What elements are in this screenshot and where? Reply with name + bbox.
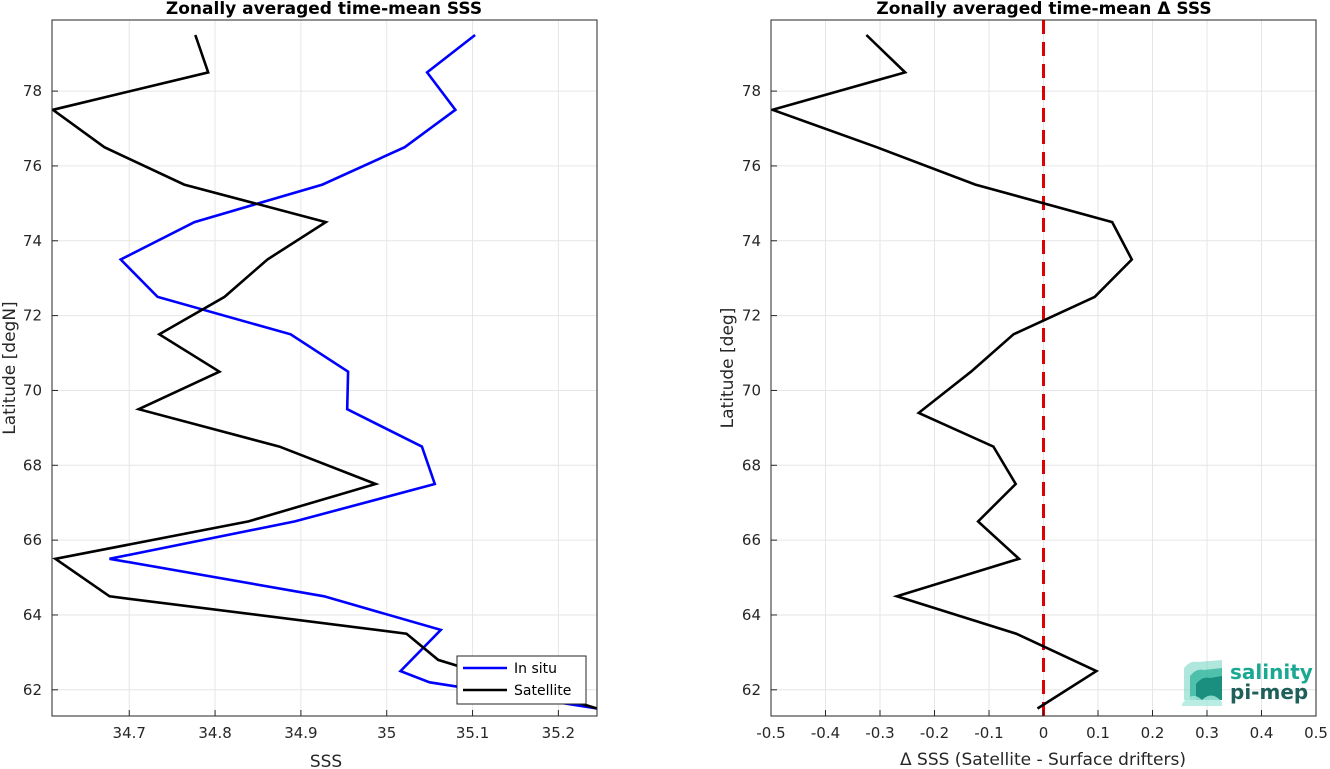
x-tick-label: -0.5: [756, 724, 785, 742]
legend-box: [456, 655, 587, 705]
x-tick-label: 35: [377, 724, 396, 742]
x-tick-label: 0.2: [1141, 724, 1165, 742]
x-tick-label: 0.1: [1086, 724, 1110, 742]
y-tick-label: 74: [742, 232, 761, 250]
left-axes-box: [51, 19, 598, 717]
waves-icon: [1182, 660, 1222, 706]
x-tick-label: 35.1: [456, 724, 489, 742]
left-y-axis-label: Latitude [degN]: [0, 301, 20, 434]
delta-sss-line: [771, 34, 1134, 710]
x-tick-label: 0.5: [1304, 724, 1328, 742]
right-chart-title: Zonally averaged time-mean Δ SSS: [876, 0, 1211, 19]
logo-text-salinity: salinity: [1230, 660, 1313, 684]
x-tick-label: -0.2: [920, 724, 949, 742]
y-tick-label: 76: [23, 157, 42, 175]
logo-text-pi-mep: pi-mep: [1230, 680, 1308, 704]
right-x-axis-label: Δ SSS (Satellite - Surface drifters): [900, 750, 1186, 769]
left-plot-area: [52, 20, 597, 716]
right-chart-panel: -0.5 -0.4 -0.3 -0.2 -0.1 0 0.1 0.2 0.3 0.4 0.5 62 64…: [718, 0, 1328, 769]
left-series-group: [52, 33, 597, 710]
x-tick-label: -0.1: [974, 724, 1003, 742]
y-tick-label: 72: [742, 307, 761, 325]
right-tick-labels: -0.5 -0.4 -0.3 -0.2 -0.1 0 0.1 0.2 0.3 0.4 0.5 62 64…: [742, 82, 1328, 742]
satellite-line: [52, 34, 597, 710]
y-tick-label: 68: [742, 456, 761, 474]
x-tick-label: 34.7: [113, 724, 146, 742]
y-tick-label: 70: [23, 381, 42, 399]
x-tick-label: 35.2: [542, 724, 575, 742]
right-series-group: [771, 34, 1134, 710]
y-tick-label: 62: [23, 681, 42, 699]
left-x-axis-label: SSS: [310, 752, 342, 769]
y-tick-label: 70: [742, 381, 761, 399]
x-tick-label: 0.4: [1250, 724, 1274, 742]
left-chart-title: Zonally averaged time-mean SSS: [166, 0, 482, 19]
y-tick-label: 78: [742, 82, 761, 100]
x-tick-label: -0.4: [811, 724, 840, 742]
y-tick-label: 64: [742, 606, 761, 624]
y-tick-label: 68: [23, 456, 42, 474]
in-situ-line: [109, 33, 597, 710]
y-tick-label: 78: [23, 82, 42, 100]
left-tick-labels: 34.7 34.8 34.9 35 35.1 35.2 62 64 66 68 70 72 74 76 78: [23, 82, 575, 742]
y-tick-label: 66: [742, 531, 761, 549]
y-tick-label: 72: [23, 307, 42, 325]
left-chart-panel: 34.7 34.8 34.9 35 35.1 35.2 62 64 66 68 70 72 74 76 78…: [0, 0, 598, 769]
left-legend: In situ Satellite: [456, 655, 587, 705]
x-tick-label: 0.3: [1195, 724, 1219, 742]
salinity-pi-mep-logo: salinity pi-mep: [1182, 660, 1313, 706]
y-tick-label: 62: [742, 681, 761, 699]
legend-satellite-label: Satellite: [514, 683, 571, 699]
y-tick-label: 66: [23, 531, 42, 549]
y-tick-label: 64: [23, 606, 42, 624]
x-tick-label: -0.3: [865, 724, 894, 742]
left-grid: [52, 20, 597, 716]
legend-in-situ-label: In situ: [514, 661, 557, 677]
y-tick-label: 76: [742, 157, 761, 175]
right-y-axis-label: Latitude [deg]: [718, 308, 738, 429]
x-tick-label: 0: [1039, 724, 1049, 742]
x-tick-label: 34.8: [198, 724, 231, 742]
x-tick-label: 34.9: [284, 724, 317, 742]
y-tick-label: 74: [23, 232, 42, 250]
